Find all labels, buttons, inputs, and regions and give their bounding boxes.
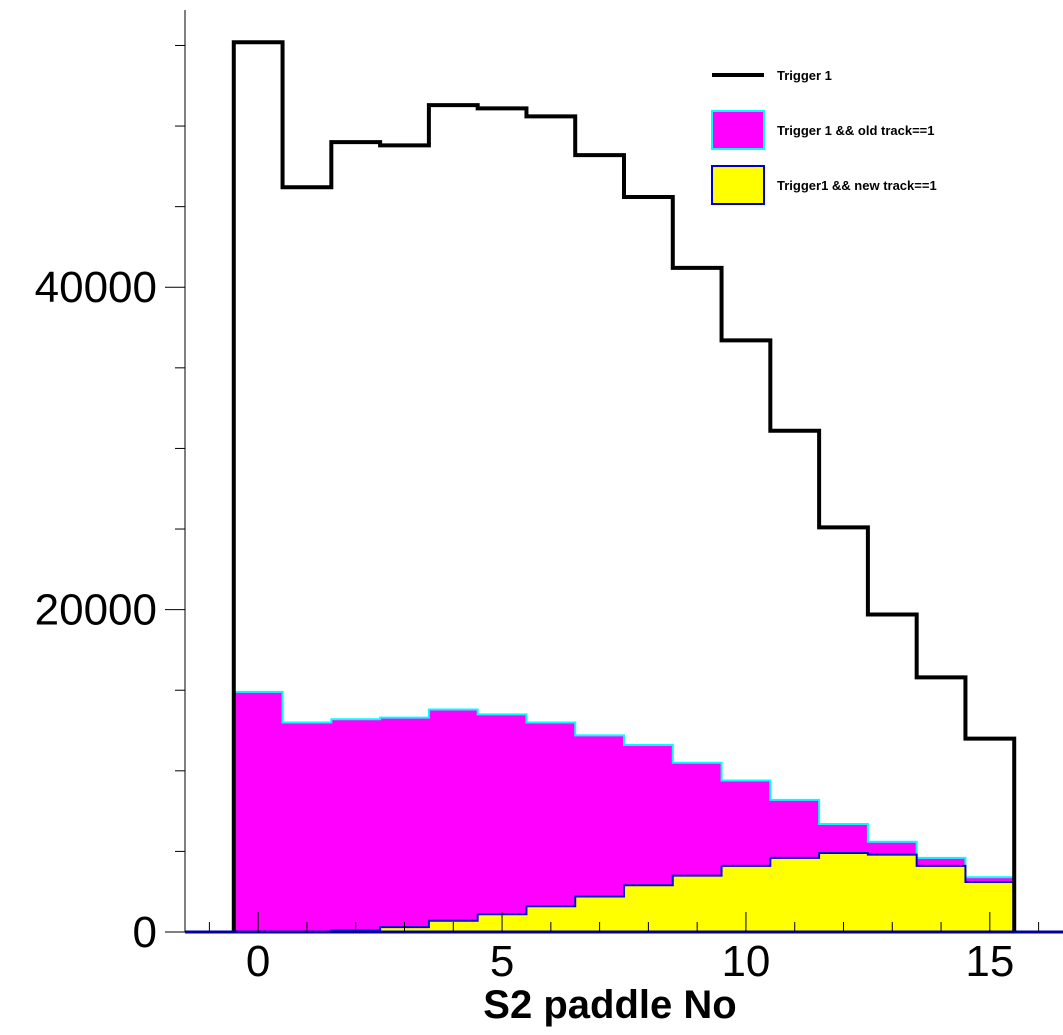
y-tick-label: 20000 xyxy=(35,586,157,635)
legend-label-trigger-1: Trigger 1 xyxy=(777,68,832,83)
series-trigger-1-line xyxy=(231,40,1017,932)
filled-histograms xyxy=(232,690,1016,933)
legend-swatch-trigger1-new-track-1 xyxy=(711,165,765,205)
x-axis-title: S2 paddle No xyxy=(483,983,736,1027)
legend-label-trigger1-new-track-1: Trigger1 && new track==1 xyxy=(777,178,937,193)
legend-label-trigger-1-old-track-1: Trigger 1 && old track==1 xyxy=(777,123,935,138)
y-tick-label: 0 xyxy=(133,908,157,957)
x-tick-label: 15 xyxy=(965,937,1014,986)
line-histograms xyxy=(231,40,1017,932)
series-trigger-1-old-track-1-outline xyxy=(232,690,1016,932)
axes: 0 20000 40000 0 5 10 15 S2 paddle No xyxy=(35,10,1063,1027)
x-tick-label: 0 xyxy=(246,937,270,986)
series-trigger1-new-track-1-outline xyxy=(233,852,1016,933)
x-tick-label: 5 xyxy=(490,937,514,986)
legend: Trigger 1 Trigger 1 && old track==1 Trigge… xyxy=(711,68,937,205)
x-tick-label: 10 xyxy=(721,937,770,986)
legend-swatch-trigger-1-old-track-1 xyxy=(711,110,765,150)
y-tick-label: 40000 xyxy=(35,263,157,312)
